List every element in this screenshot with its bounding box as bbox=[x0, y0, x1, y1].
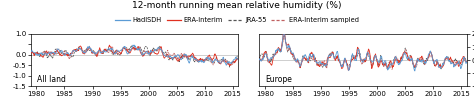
Text: 12-month running mean relative humidity (%): 12-month running mean relative humidity … bbox=[132, 1, 342, 10]
Text: All land: All land bbox=[37, 75, 66, 84]
Text: Europe: Europe bbox=[265, 75, 292, 84]
Legend: HadISDH, ERA-Interim, JRA-55, ERA-Interim sampled: HadISDH, ERA-Interim, JRA-55, ERA-Interi… bbox=[113, 14, 361, 26]
